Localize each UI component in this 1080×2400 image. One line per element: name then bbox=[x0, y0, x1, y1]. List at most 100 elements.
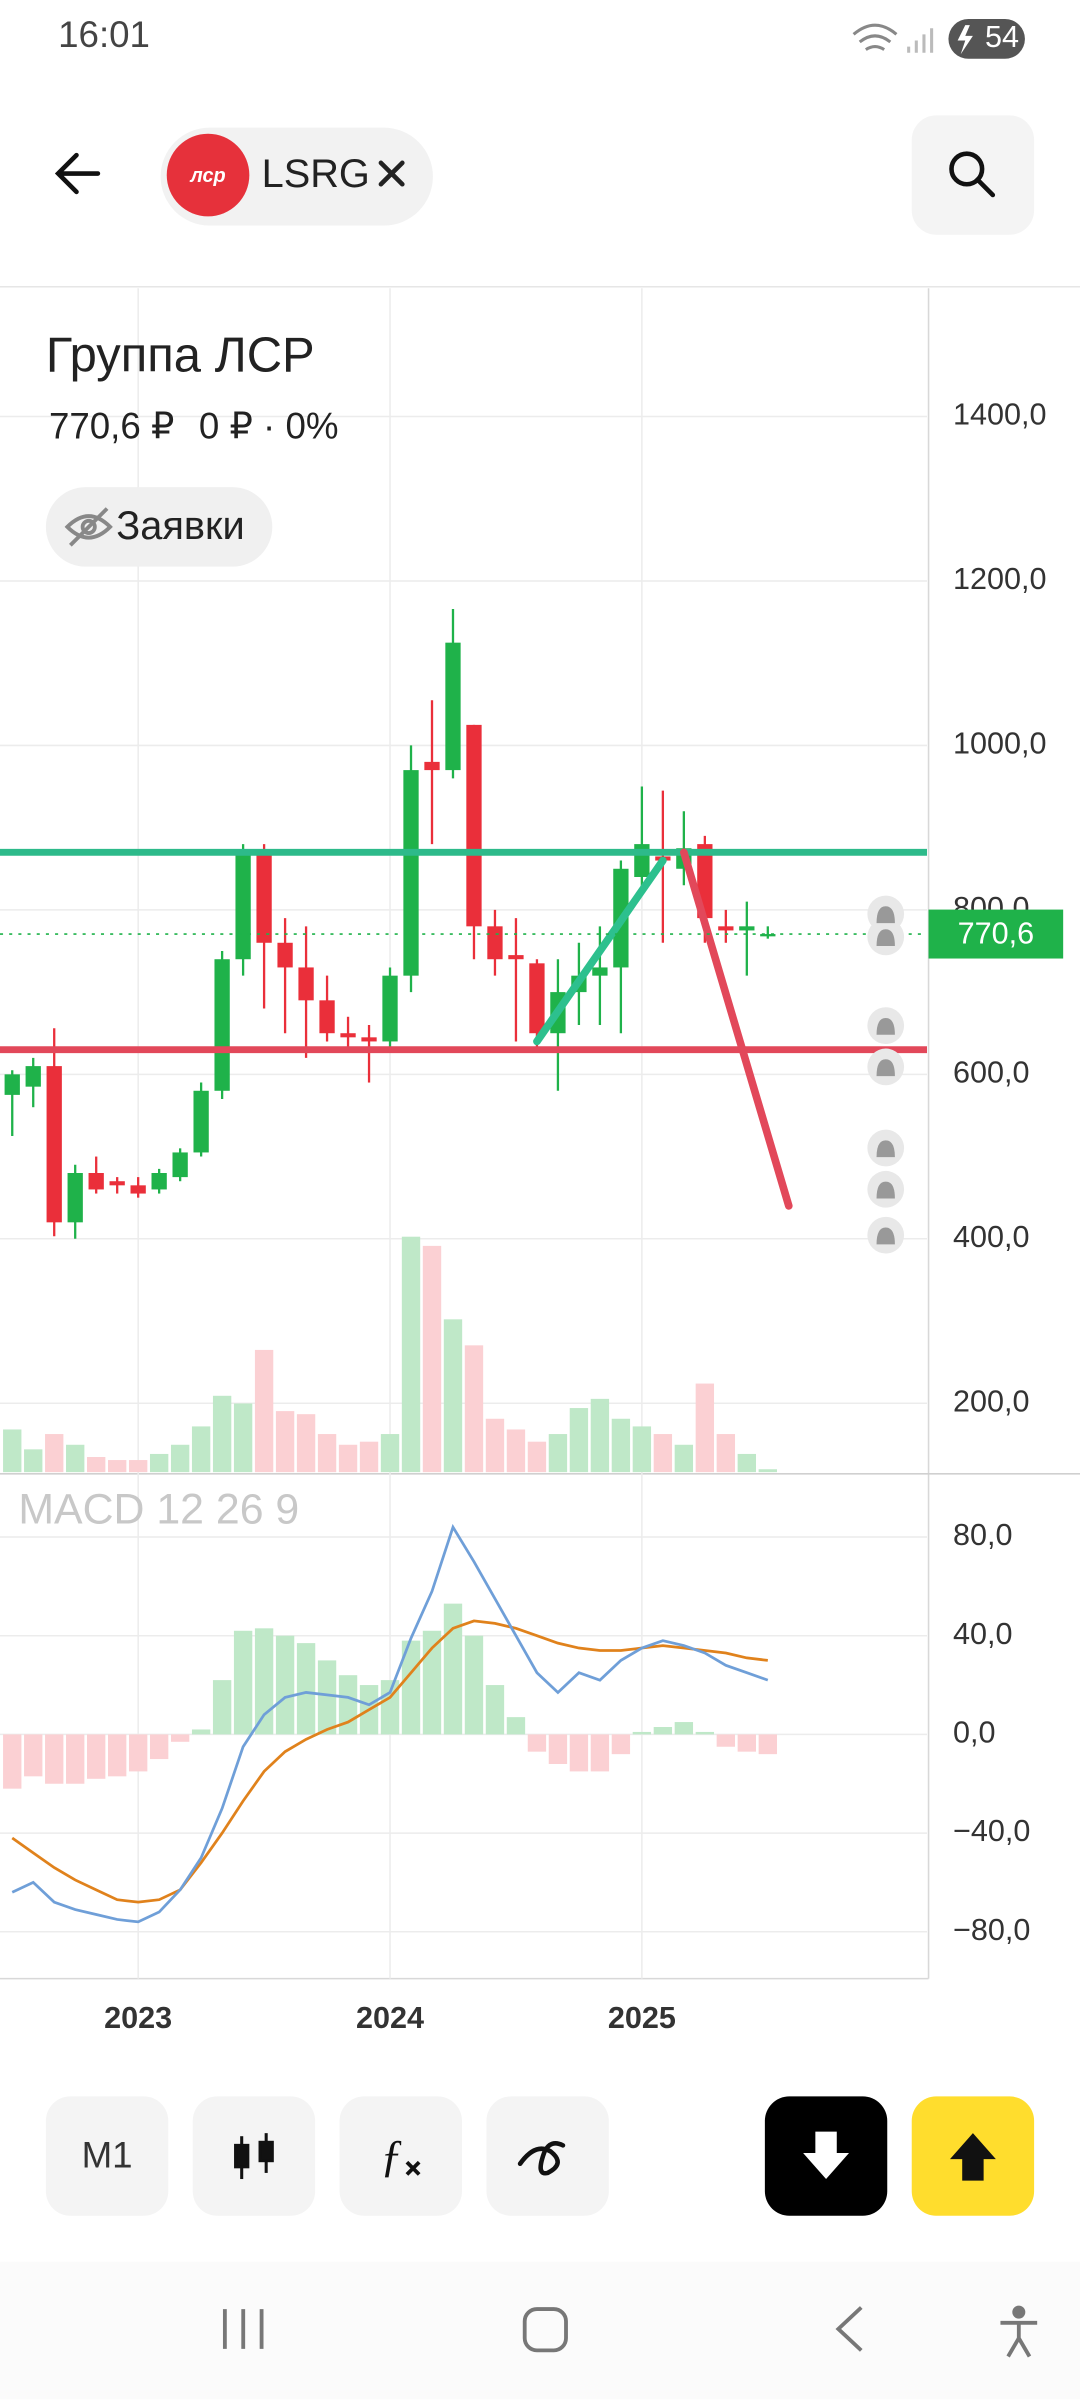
volume-bar bbox=[401, 1236, 421, 1473]
histogram-bar bbox=[527, 1734, 547, 1752]
x-tick-label: 2023 bbox=[104, 2001, 172, 2035]
histogram-bar bbox=[422, 1630, 442, 1735]
period-button[interactable] bbox=[45, 2096, 169, 2216]
nav-recents[interactable] bbox=[222, 2309, 264, 2349]
candle-body bbox=[235, 852, 251, 960]
macd-panel bbox=[3, 1523, 777, 1924]
y-tick-label: 1400,0 bbox=[953, 398, 1047, 432]
y-tick-label: 1200,0 bbox=[953, 562, 1047, 596]
candle-body bbox=[256, 852, 272, 943]
chart-type-button[interactable] bbox=[192, 2096, 316, 2216]
histogram-bar bbox=[611, 1734, 631, 1755]
volume-bar bbox=[632, 1426, 652, 1473]
candle-body bbox=[130, 1185, 146, 1194]
histogram-bar bbox=[737, 1734, 756, 1752]
histogram-bar bbox=[590, 1734, 610, 1772]
logo bbox=[166, 133, 250, 217]
last-price-label: 770,6 bbox=[958, 917, 1035, 951]
volume-bar bbox=[443, 1319, 463, 1473]
candle-body bbox=[214, 959, 230, 1091]
volume-bar bbox=[170, 1444, 190, 1473]
close-chip[interactable] bbox=[378, 160, 405, 187]
volume-bar bbox=[506, 1429, 526, 1473]
candle-body bbox=[172, 1152, 188, 1178]
axes: 200,0400,0600,0800,01000,01200,01400,020… bbox=[104, 398, 1046, 2035]
macd-title: MACD 12 26 9 bbox=[18, 1485, 299, 1533]
drawing-icon bbox=[517, 2141, 566, 2176]
volume-bar bbox=[338, 1444, 358, 1473]
orders-button[interactable] bbox=[45, 487, 273, 567]
nav-bar bbox=[0, 2261, 1080, 2400]
histogram-bar bbox=[3, 1734, 22, 1789]
histogram-bar bbox=[485, 1685, 505, 1735]
indicators-button[interactable] bbox=[339, 2096, 462, 2216]
histogram-bar bbox=[87, 1734, 106, 1779]
nav-home[interactable] bbox=[522, 2307, 568, 2353]
volume-bar bbox=[3, 1429, 22, 1473]
histogram-bar bbox=[317, 1660, 337, 1735]
histogram-bar bbox=[170, 1734, 190, 1742]
volume-bar bbox=[674, 1444, 694, 1473]
histogram-bar bbox=[758, 1734, 777, 1755]
candle-body bbox=[277, 942, 293, 968]
price-overlay: 770,6 bbox=[928, 909, 1064, 959]
histogram-bar bbox=[45, 1734, 64, 1784]
period-label: M1 bbox=[82, 2134, 133, 2175]
logo-text: лср bbox=[189, 165, 225, 187]
candle-body bbox=[361, 1037, 377, 1042]
y-tick-label: 0,0 bbox=[953, 1715, 996, 1749]
x-tick-label: 2024 bbox=[356, 2001, 424, 2035]
search-button[interactable] bbox=[911, 115, 1035, 235]
drawing-button[interactable] bbox=[486, 2096, 609, 2216]
histogram-bar bbox=[149, 1734, 169, 1760]
candle-body bbox=[529, 963, 545, 1034]
quote-change: 0 ₽ · 0% bbox=[199, 406, 339, 447]
y-tick-label: 400,0 bbox=[953, 1220, 1030, 1254]
volume-bar bbox=[233, 1403, 253, 1473]
price-grid bbox=[0, 288, 928, 1979]
candles-icon bbox=[234, 2133, 274, 2180]
candle-body bbox=[424, 761, 440, 771]
candle-body bbox=[592, 967, 608, 976]
histogram-bar bbox=[233, 1630, 253, 1735]
histogram-bar bbox=[464, 1635, 484, 1735]
histogram-bar bbox=[653, 1726, 673, 1735]
histogram-bar bbox=[569, 1734, 589, 1772]
volume-bar bbox=[590, 1398, 610, 1473]
histogram-bar bbox=[128, 1734, 148, 1772]
volume-bar bbox=[653, 1434, 673, 1473]
volume-bar bbox=[149, 1453, 169, 1473]
histogram-bar bbox=[191, 1729, 211, 1735]
candle-body bbox=[466, 724, 482, 927]
candle-body bbox=[445, 642, 461, 771]
volume-bar bbox=[212, 1395, 232, 1473]
histogram-bar bbox=[632, 1731, 652, 1735]
battery-level: 54 bbox=[985, 20, 1019, 54]
back-button[interactable] bbox=[54, 152, 101, 195]
ticker: LSRG bbox=[262, 152, 370, 196]
y-tick-label: −80,0 bbox=[953, 1913, 1030, 1947]
volume-bar bbox=[254, 1349, 274, 1473]
charging-icon bbox=[957, 25, 973, 55]
volume-bar bbox=[695, 1383, 715, 1473]
volume-bar bbox=[611, 1418, 631, 1473]
volume-bar bbox=[464, 1345, 484, 1473]
volume-bar bbox=[485, 1418, 505, 1473]
last-price-badge bbox=[928, 909, 1064, 959]
search-icon bbox=[949, 151, 996, 198]
nav-accessibility[interactable] bbox=[1000, 2305, 1038, 2358]
nav-back[interactable] bbox=[835, 2306, 863, 2352]
candle-body bbox=[25, 1066, 41, 1087]
volume-bar bbox=[128, 1460, 148, 1473]
volume-bar bbox=[66, 1444, 85, 1473]
macd-line bbox=[11, 1523, 769, 1924]
candle-body bbox=[403, 770, 419, 976]
histogram-bar bbox=[443, 1603, 463, 1735]
sell-icon bbox=[803, 2131, 850, 2180]
alert-bells bbox=[876, 906, 895, 1245]
histogram-bar bbox=[254, 1628, 274, 1735]
candle-body bbox=[151, 1173, 167, 1190]
histogram-bar bbox=[716, 1734, 736, 1747]
y-tick-label: 1000,0 bbox=[953, 727, 1047, 761]
